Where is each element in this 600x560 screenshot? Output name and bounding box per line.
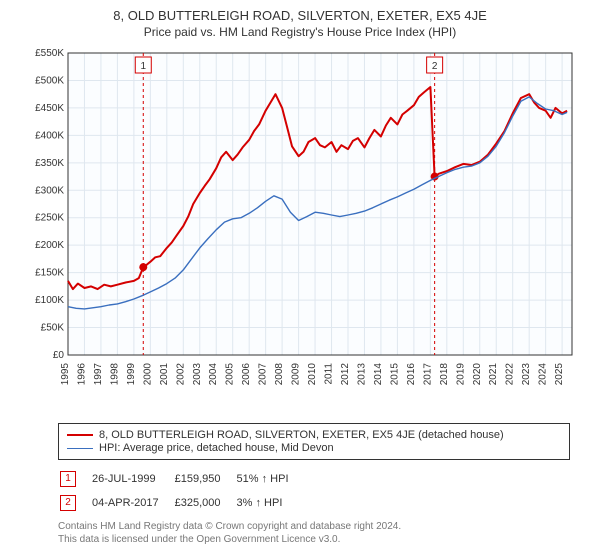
legend-swatch-property (67, 434, 93, 436)
svg-text:2023: 2023 (521, 363, 532, 386)
svg-text:£150K: £150K (35, 268, 64, 279)
marker-date-2: 04-APR-2017 (92, 492, 173, 514)
svg-text:£350K: £350K (35, 158, 64, 169)
svg-text:£500K: £500K (35, 75, 64, 86)
svg-text:£0: £0 (53, 350, 65, 361)
marker-hpi-2: 3% ↑ HPI (237, 492, 303, 514)
svg-text:2011: 2011 (324, 363, 335, 385)
marker-table: 1 26-JUL-1999 £159,950 51% ↑ HPI 2 04-AP… (58, 466, 305, 516)
svg-text:2022: 2022 (505, 363, 516, 386)
svg-text:2020: 2020 (472, 363, 483, 386)
legend-swatch-hpi (67, 448, 93, 449)
svg-text:£200K: £200K (35, 240, 64, 251)
marker-badge-1: 1 (60, 471, 76, 487)
copyright-line-2: This data is licensed under the Open Gov… (58, 533, 570, 546)
svg-text:2006: 2006 (241, 363, 252, 386)
svg-text:2004: 2004 (208, 363, 219, 386)
legend: 8, OLD BUTTERLEIGH ROAD, SILVERTON, EXET… (58, 423, 570, 460)
marker-badge-2: 2 (60, 495, 76, 511)
marker-row-1: 1 26-JUL-1999 £159,950 51% ↑ HPI (60, 468, 303, 490)
legend-label-hpi: HPI: Average price, detached house, Mid … (99, 442, 334, 454)
svg-text:£250K: £250K (35, 213, 64, 224)
svg-text:2000: 2000 (142, 363, 153, 386)
svg-text:£400K: £400K (35, 130, 64, 141)
svg-text:£550K: £550K (35, 48, 64, 59)
svg-text:£450K: £450K (35, 103, 64, 114)
svg-text:£50K: £50K (41, 323, 65, 334)
svg-text:2002: 2002 (175, 363, 186, 386)
page-subtitle: Price paid vs. HM Land Registry's House … (10, 25, 590, 39)
price-chart: £0 £50K £100K £150K £200K £250K £300K £350K £400… (20, 45, 580, 415)
svg-text:2005: 2005 (225, 363, 236, 386)
svg-text:2021: 2021 (488, 363, 499, 386)
svg-text:2019: 2019 (455, 363, 466, 386)
marker-row-2: 2 04-APR-2017 £325,000 3% ↑ HPI (60, 492, 303, 514)
svg-text:1995: 1995 (60, 363, 71, 386)
svg-text:2009: 2009 (291, 363, 302, 386)
legend-row-hpi: HPI: Average price, detached house, Mid … (67, 442, 561, 454)
svg-text:2017: 2017 (422, 363, 433, 386)
marker-price-2: £325,000 (175, 492, 235, 514)
legend-label-property: 8, OLD BUTTERLEIGH ROAD, SILVERTON, EXET… (99, 429, 504, 441)
svg-text:1999: 1999 (126, 363, 137, 386)
svg-text:1: 1 (140, 61, 146, 72)
svg-text:2003: 2003 (192, 363, 203, 386)
svg-text:2024: 2024 (538, 363, 549, 386)
svg-text:1997: 1997 (93, 363, 104, 386)
marker-hpi-1: 51% ↑ HPI (237, 468, 303, 490)
svg-text:2015: 2015 (389, 363, 400, 386)
svg-text:2014: 2014 (373, 363, 384, 386)
svg-text:£100K: £100K (35, 295, 64, 306)
marker-price-1: £159,950 (175, 468, 235, 490)
svg-text:2016: 2016 (406, 363, 417, 386)
copyright-line-1: Contains HM Land Registry data © Crown c… (58, 520, 570, 533)
svg-text:2013: 2013 (356, 363, 367, 386)
svg-text:2012: 2012 (340, 363, 351, 386)
svg-text:2008: 2008 (274, 363, 285, 386)
legend-row-property: 8, OLD BUTTERLEIGH ROAD, SILVERTON, EXET… (67, 429, 561, 441)
copyright: Contains HM Land Registry data © Crown c… (58, 520, 570, 546)
marker-date-1: 26-JUL-1999 (92, 468, 173, 490)
svg-text:2010: 2010 (307, 363, 318, 386)
svg-text:2001: 2001 (159, 363, 170, 386)
svg-text:2018: 2018 (439, 363, 450, 386)
svg-text:1998: 1998 (109, 363, 120, 386)
svg-text:2025: 2025 (554, 363, 565, 386)
svg-text:2: 2 (432, 61, 438, 72)
svg-text:2007: 2007 (258, 363, 269, 386)
svg-text:1996: 1996 (76, 363, 87, 386)
page-title: 8, OLD BUTTERLEIGH ROAD, SILVERTON, EXET… (10, 8, 590, 23)
svg-text:£300K: £300K (35, 185, 64, 196)
